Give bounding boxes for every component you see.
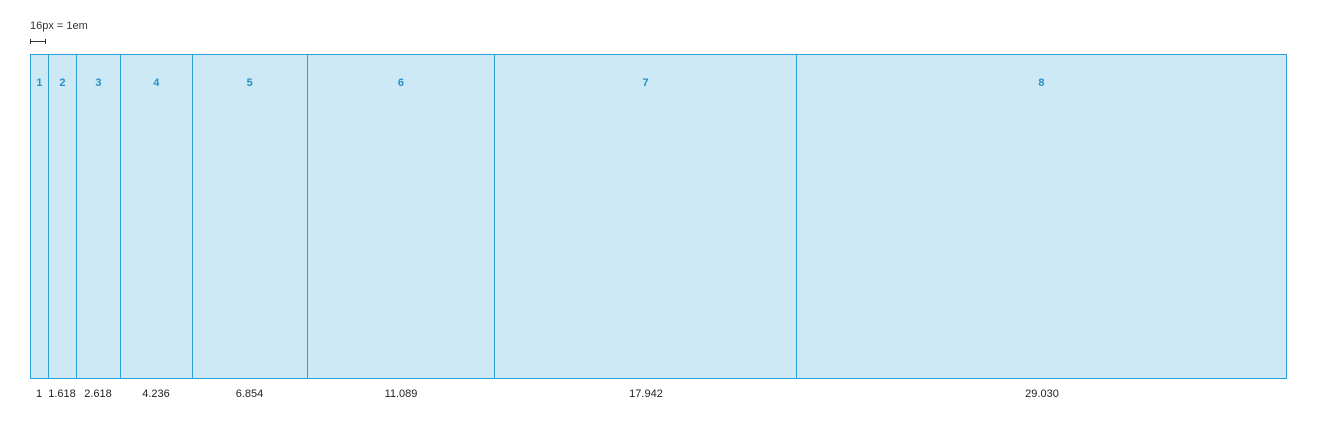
column-index: 1 [36,77,43,89]
scale-label: 16px = 1em [30,20,88,32]
column-7: 7 [495,55,797,378]
column-value-7: 17.942 [629,388,663,400]
column-1: 1 [31,55,49,378]
column-4: 4 [121,55,193,378]
scale-bar [30,39,46,44]
column-value-6: 11.089 [384,388,418,400]
column-value-3: 2.618 [84,388,112,400]
column-5: 5 [193,55,308,378]
column-value-8: 29.030 [1025,388,1059,400]
ratio-columns: 1 2 3 4 5 6 7 8 [30,54,1287,379]
scale-legend: 16px = 1em [30,19,88,44]
column-value-4: 4.236 [142,388,170,400]
column-index: 7 [642,77,649,89]
column-value-2: 1.618 [48,388,76,400]
column-value-5: 6.854 [235,388,264,400]
column-index: 5 [246,77,253,89]
column-index: 4 [153,77,160,89]
column-6: 6 [308,55,496,378]
column-2: 2 [49,55,77,378]
column-8: 8 [797,55,1286,378]
column-index: 2 [59,77,66,89]
column-value-1: 1 [35,388,43,400]
column-values: 1 1.618 2.618 4.236 6.854 11.089 17.942 … [30,388,1287,400]
column-index: 8 [1038,77,1045,89]
column-index: 3 [95,77,102,89]
column-index: 6 [397,77,404,89]
column-3: 3 [77,55,121,378]
